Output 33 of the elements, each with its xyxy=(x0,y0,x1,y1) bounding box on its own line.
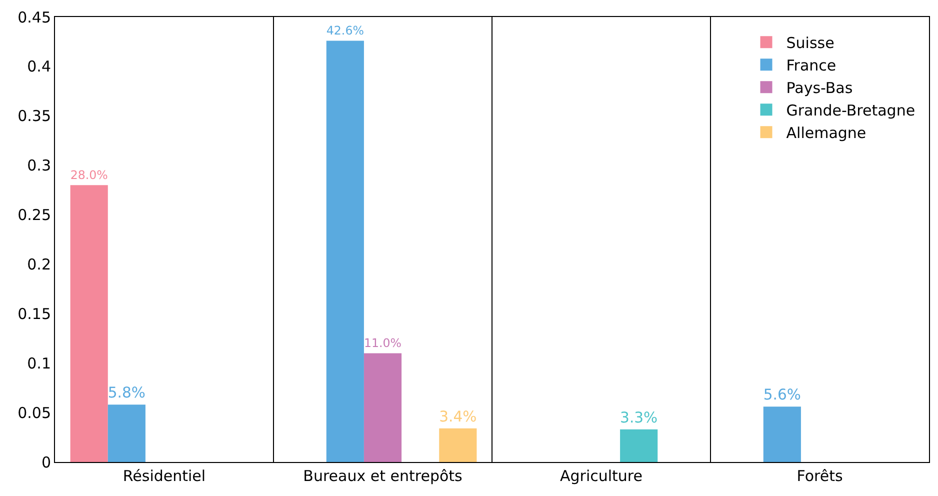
data-label: 3.3% xyxy=(620,409,658,426)
data-label: 3.4% xyxy=(439,408,477,426)
y-tick-label: 0.35 xyxy=(18,107,51,126)
bar xyxy=(763,406,801,462)
legend-label: Grande-Bretagne xyxy=(786,102,916,120)
data-label: 5.6% xyxy=(763,386,801,404)
legend-label: Pays-Bas xyxy=(786,79,853,97)
bar xyxy=(364,353,402,462)
y-tick-label: 0.3 xyxy=(27,156,51,175)
x-tick-label: Résidentiel xyxy=(122,467,206,485)
y-tick-label: 0.05 xyxy=(18,404,51,422)
y-tick-label: 0 xyxy=(41,453,51,472)
y-tick-label: 0.15 xyxy=(18,304,51,323)
bar xyxy=(70,185,108,462)
data-label: 5.8% xyxy=(108,384,146,402)
y-tick-label: 0.2 xyxy=(27,255,51,274)
bar xyxy=(108,404,146,462)
y-tick-label: 0.4 xyxy=(27,58,51,76)
x-tick-label: Forêts xyxy=(796,467,843,485)
legend-label: Suisse xyxy=(786,34,834,52)
legend-label: France xyxy=(786,56,836,74)
bar xyxy=(439,428,477,462)
x-tick-label: Agriculture xyxy=(560,467,642,485)
x-tick-label: Bureaux et entrepôts xyxy=(303,467,463,485)
y-tick-label: 0.25 xyxy=(18,206,51,224)
legend-label: Allemagne xyxy=(786,124,866,142)
y-tick-label: 0.1 xyxy=(27,354,51,372)
bar xyxy=(620,429,658,462)
data-label: 42.6% xyxy=(326,24,364,38)
y-tick-label: 0.45 xyxy=(18,8,51,26)
bar xyxy=(326,40,364,462)
data-label: 11.0% xyxy=(364,336,402,350)
data-label: 28.0% xyxy=(70,168,108,182)
